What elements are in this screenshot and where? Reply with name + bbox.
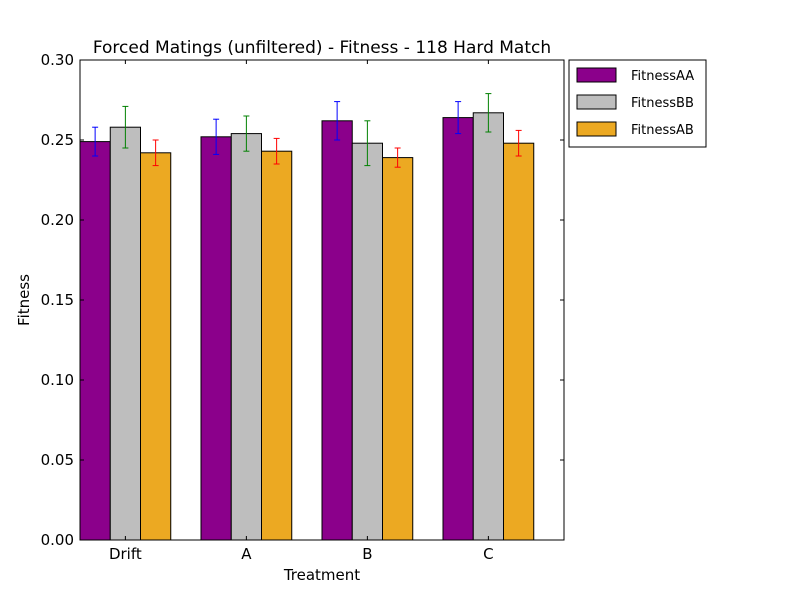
x-tick-label: B [362,545,372,563]
bar [321,120,353,541]
legend-swatch [576,94,617,110]
legend-label: FitnessBB [631,96,694,111]
y-tick-label: 0.10 [41,371,74,389]
y-tick-label: 0.00 [41,531,74,549]
bar [442,117,474,541]
legend-swatch [576,67,617,83]
x-tick-label: Drift [109,545,142,563]
x-axis: Drift A B C [109,60,494,563]
y-tick-label: 0.25 [41,131,74,149]
bar [230,133,262,541]
bar [382,157,414,541]
legend-swatch [576,121,617,137]
y-axis-label: Fitness [15,274,33,326]
y-tick-label: 0.20 [41,211,74,229]
bar [140,152,172,541]
bar [200,136,232,541]
bar [472,112,504,541]
bar [351,142,383,541]
x-axis-label: Treatment [283,566,360,584]
legend-label: FitnessAB [631,123,694,138]
bar [503,142,535,541]
bar [79,141,111,541]
error-bars-group [92,93,522,168]
x-tick-label: A [241,545,252,563]
chart-title: Forced Matings (unfiltered) - Fitness - … [93,38,551,58]
bar [109,126,141,541]
legend-label: FitnessAA [631,69,694,84]
y-tick-label: 0.30 [41,51,74,69]
y-axis: 0.00 0.05 0.10 0.15 0.20 0.25 0.30 [41,51,564,549]
legend: FitnessAA FitnessBB FitnessAB [568,59,707,148]
y-tick-label: 0.15 [41,291,74,309]
bars-group [79,112,535,541]
x-tick-label: C [483,545,493,563]
bar [261,150,293,541]
y-tick-label: 0.05 [41,451,74,469]
